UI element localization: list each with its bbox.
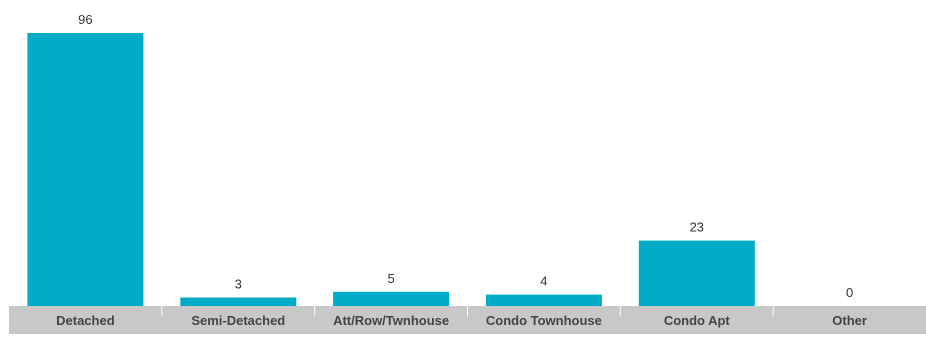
bar-detached <box>27 33 144 306</box>
bar-semi-detached <box>180 297 297 306</box>
bar-att-row-twnhouse <box>333 291 450 306</box>
bar-condo-apt <box>638 240 755 306</box>
category-label: Condo Townhouse <box>486 313 602 328</box>
category-label: Att/Row/Twnhouse <box>333 313 449 328</box>
bar-condo-townhouse <box>485 294 602 306</box>
value-label: 3 <box>235 277 242 292</box>
value-label: 4 <box>540 274 547 289</box>
category-axis: Detached Semi-Detached Att/Row/Twnhouse Con… <box>9 306 926 334</box>
bars-layer <box>27 33 755 306</box>
value-label: 0 <box>846 285 853 300</box>
value-labels-layer: 96 3 5 4 23 0 <box>78 12 853 300</box>
value-label: 5 <box>387 271 394 286</box>
category-label: Semi-Detached <box>191 313 285 328</box>
value-label: 96 <box>78 12 92 27</box>
value-label: 23 <box>690 220 704 235</box>
category-label: Detached <box>56 313 115 328</box>
category-label: Other <box>832 313 867 328</box>
category-label: Condo Apt <box>664 313 731 328</box>
